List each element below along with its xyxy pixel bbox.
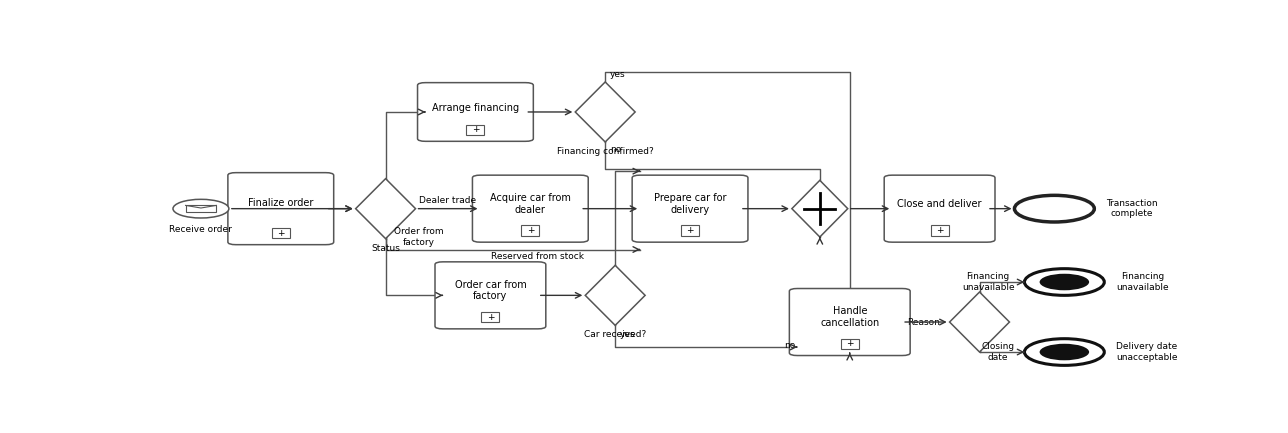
Polygon shape	[585, 265, 645, 325]
FancyBboxPatch shape	[435, 262, 546, 329]
Text: Close and deliver: Close and deliver	[898, 199, 981, 209]
Text: +: +	[277, 229, 285, 238]
Text: +: +	[846, 339, 854, 349]
Text: Reserved from stock: Reserved from stock	[491, 252, 585, 261]
Circle shape	[1024, 339, 1104, 365]
Text: Handle
cancellation: Handle cancellation	[820, 306, 880, 328]
Text: Arrange financing: Arrange financing	[431, 103, 519, 113]
Text: Reason: Reason	[907, 317, 939, 326]
FancyBboxPatch shape	[522, 226, 540, 236]
Circle shape	[173, 199, 229, 218]
FancyBboxPatch shape	[272, 228, 290, 238]
Text: Finalize order: Finalize order	[249, 198, 313, 208]
Text: +: +	[687, 226, 694, 235]
FancyBboxPatch shape	[931, 226, 948, 236]
FancyBboxPatch shape	[790, 288, 911, 355]
Text: Financing confirmed?: Financing confirmed?	[556, 147, 653, 156]
Text: Car received?: Car received?	[583, 330, 647, 339]
Text: +: +	[471, 125, 479, 134]
FancyBboxPatch shape	[482, 312, 500, 322]
Text: Transaction
complete: Transaction complete	[1106, 199, 1158, 218]
Text: yes: yes	[621, 330, 636, 339]
FancyBboxPatch shape	[632, 175, 748, 242]
Text: Delivery date
unacceptable: Delivery date unacceptable	[1117, 343, 1177, 362]
FancyBboxPatch shape	[884, 175, 996, 242]
Text: +: +	[936, 226, 943, 235]
Text: Prepare car for
delivery: Prepare car for delivery	[654, 193, 726, 214]
Text: Acquire car from
dealer: Acquire car from dealer	[489, 193, 571, 214]
Text: +: +	[487, 313, 495, 322]
FancyBboxPatch shape	[417, 83, 533, 141]
Polygon shape	[576, 82, 635, 142]
Polygon shape	[792, 180, 848, 237]
FancyBboxPatch shape	[841, 339, 859, 349]
FancyBboxPatch shape	[681, 226, 699, 236]
Text: Dealer trade: Dealer trade	[419, 196, 475, 205]
Text: yes: yes	[611, 70, 626, 79]
FancyBboxPatch shape	[228, 173, 334, 245]
Polygon shape	[355, 179, 416, 239]
FancyBboxPatch shape	[473, 175, 589, 242]
Circle shape	[1039, 274, 1090, 290]
Text: no: no	[611, 145, 621, 154]
Text: Status: Status	[371, 244, 401, 253]
Text: Order car from
factory: Order car from factory	[455, 280, 527, 301]
Circle shape	[1024, 268, 1104, 295]
Text: no: no	[784, 341, 796, 350]
Text: Order from
factory: Order from factory	[394, 227, 443, 247]
FancyBboxPatch shape	[466, 125, 484, 135]
Bar	[185, 205, 216, 212]
Text: Financing
unavailable: Financing unavailable	[962, 272, 1015, 292]
Text: +: +	[527, 226, 535, 235]
Text: Receive order: Receive order	[170, 225, 232, 234]
Circle shape	[1039, 344, 1090, 360]
Polygon shape	[949, 292, 1010, 352]
Text: Closing
date: Closing date	[981, 343, 1015, 362]
Circle shape	[1015, 195, 1095, 222]
Text: Financing
unavailable: Financing unavailable	[1117, 272, 1170, 292]
